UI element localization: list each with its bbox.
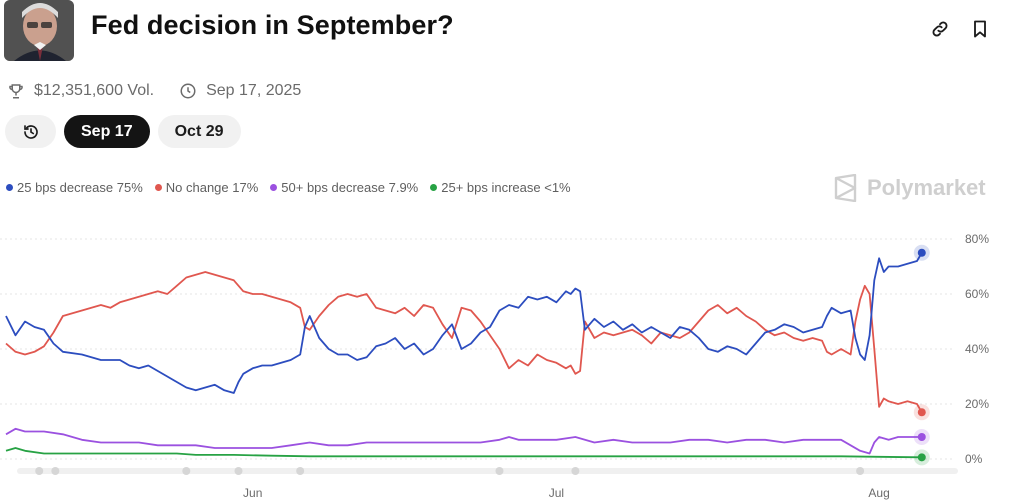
history-icon [23, 124, 38, 139]
legend-item-50bps-decrease[interactable]: 50+ bps decrease 7.9% [270, 180, 418, 195]
bookmark-icon [974, 20, 986, 38]
event-marker[interactable] [571, 467, 580, 475]
trophy-icon [6, 81, 26, 101]
x-tick-label: Jun [243, 486, 262, 500]
y-tick-label: 40% [965, 342, 989, 356]
market-meta: $12,351,600 Vol. Sep 17, 2025 [6, 80, 301, 102]
x-tick-label: Jul [549, 486, 564, 500]
series-line-25-bps-decrease [5, 252, 923, 394]
polymarket-watermark: Polymarket [833, 174, 986, 202]
legend-item-no-change[interactable]: No change 17% [154, 180, 259, 195]
bookmark-button[interactable] [967, 16, 993, 42]
legend-item-25bps-increase[interactable]: 25+ bps increase <1% [430, 180, 571, 195]
volume-text: $12,351,600 Vol. [34, 82, 155, 99]
legend-dot-icon [154, 184, 162, 191]
polymarket-logo-icon [834, 174, 857, 202]
market-avatar-image[interactable] [4, 0, 74, 61]
legend-label: 25+ bps increase <1% [441, 180, 571, 195]
market-header: Fed decision in September? [0, 0, 1024, 62]
end-date-text: Sep 17, 2025 [206, 82, 302, 99]
series-line-25-bps-increase [5, 447, 922, 459]
x-tick-label: Aug [868, 486, 889, 500]
legend-label: 25 bps decrease 75% [17, 180, 143, 195]
link-icon [932, 21, 948, 37]
y-tick-label: 80% [965, 232, 989, 246]
y-tick-label: 60% [965, 287, 989, 301]
event-marker[interactable] [296, 467, 305, 475]
chart-gridlines [0, 238, 955, 460]
copy-link-button[interactable] [927, 16, 953, 42]
legend-label: 50+ bps decrease 7.9% [281, 180, 419, 195]
date-selector: Sep 17 Oct 29 [5, 115, 241, 148]
clock-icon [178, 81, 198, 101]
chart-y-axis: 80% 60% 40% 20% 0% [965, 232, 989, 466]
brand-text: Polymarket [867, 175, 986, 200]
series-end-dot [917, 433, 926, 441]
event-marker[interactable] [35, 467, 44, 475]
chart-legend: 25 bps decrease 75% No change 17% 50+ bp… [6, 180, 571, 195]
event-marker[interactable] [495, 467, 504, 475]
event-marker[interactable] [182, 467, 191, 475]
chart-series [5, 244, 930, 466]
legend-dot-icon [270, 184, 278, 191]
date-chip-sep-17[interactable]: Sep 17 [64, 115, 150, 148]
y-tick-label: 20% [965, 397, 989, 411]
legend-label: No change 17% [165, 180, 259, 195]
series-line-no-change [5, 271, 923, 413]
history-button[interactable] [5, 115, 56, 148]
event-marker[interactable] [856, 467, 865, 475]
portrait-photo-icon [4, 0, 74, 61]
y-tick-label: 0% [965, 452, 983, 466]
series-end-dot [917, 408, 926, 417]
series-line-50-bps-decrease [5, 427, 922, 455]
event-marker[interactable] [51, 467, 60, 475]
legend-dot-icon [6, 184, 13, 191]
series-end-dot [917, 453, 926, 462]
legend-dot-icon [430, 184, 438, 191]
date-chip-oct-29[interactable]: Oct 29 [157, 115, 241, 148]
price-history-chart[interactable]: 80% 60% 40% 20% 0% Jun Jul Aug [0, 225, 1024, 500]
chart-event-markers [17, 467, 958, 475]
page-title: Fed decision in September? [91, 10, 454, 40]
event-marker[interactable] [234, 467, 243, 475]
legend-item-25bps-decrease[interactable]: 25 bps decrease 75% [6, 180, 143, 195]
series-end-dot [917, 248, 926, 257]
chart-x-axis: Jun Jul Aug [243, 486, 890, 500]
